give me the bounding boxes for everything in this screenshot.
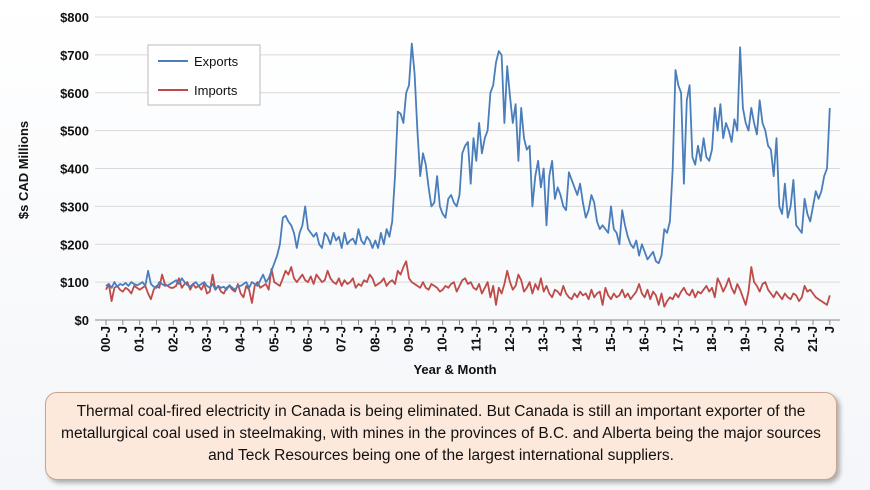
x-tick-label: 14-J — [569, 326, 584, 352]
x-tick-label: J — [418, 326, 433, 333]
y-tick-label: $100 — [60, 275, 89, 290]
x-tick-label: J — [620, 326, 635, 333]
x-tick-label: J — [586, 326, 601, 333]
x-tick-label: 19-J — [738, 326, 753, 352]
x-tick-label: 17-J — [670, 326, 685, 352]
x-tick-label: J — [553, 326, 568, 333]
y-tick-label: $500 — [60, 124, 89, 139]
y-tick-label: $700 — [60, 48, 89, 63]
chart: $s CAD Millions Year & Month $0 $100 $200 $… — [16, 10, 840, 377]
x-tick-label: 01-J — [132, 326, 147, 352]
x-tick-label: 00-J — [98, 326, 113, 352]
x-tick-label: 03-J — [199, 326, 214, 352]
x-tick-label: 11-J — [468, 326, 483, 351]
x-tick-label: J — [822, 326, 837, 333]
y-tick-label: $400 — [60, 162, 89, 177]
x-tick-label: J — [182, 326, 197, 333]
y-tick-label: $200 — [60, 237, 89, 252]
x-tick-label: 12-J — [502, 326, 517, 352]
x-tick-label: 16-J — [637, 326, 652, 352]
x-tick-label: 15-J — [603, 326, 618, 352]
x-tick-label: 18-J — [704, 326, 719, 352]
x-tick-label: J — [250, 326, 265, 333]
x-tick-label: 05-J — [266, 326, 281, 352]
legend-box — [147, 44, 261, 106]
x-tick-label: 10-J — [435, 326, 450, 352]
x-tick-label: 04-J — [233, 326, 248, 352]
x-tick-label: J — [351, 326, 366, 333]
x-tick-label: J — [721, 326, 736, 333]
x-tick-label: 09-J — [401, 326, 416, 352]
x-tick-label: 07-J — [334, 326, 349, 352]
line-series — [105, 260, 831, 308]
caption: Thermal coal-fired electricity in Canada… — [45, 392, 837, 480]
x-tick-label: 02-J — [165, 326, 180, 352]
x-tick-label: 06-J — [300, 326, 315, 352]
x-tick-label: J — [654, 326, 669, 333]
legend-label: Imports — [194, 83, 238, 98]
y-tick-label: $300 — [60, 199, 89, 214]
x-tick-label: J — [283, 326, 298, 333]
x-tick-label: J — [115, 326, 130, 333]
legend-label: Exports — [194, 54, 239, 69]
line-series — [105, 42, 831, 291]
x-tick-label: J — [687, 326, 702, 333]
x-tick-label: 13-J — [536, 326, 551, 352]
x-tick-label: J — [452, 326, 467, 333]
x-tick-label: 20-J — [771, 326, 786, 352]
y-axis-title: $s CAD Millions — [16, 121, 31, 219]
x-tick-label: J — [788, 326, 803, 333]
x-tick-label: J — [755, 326, 770, 333]
y-tick-label: $800 — [60, 10, 89, 25]
x-tick-label: 21-J — [805, 326, 820, 352]
x-tick-label: J — [216, 326, 231, 333]
x-tick-label: J — [485, 326, 500, 333]
x-tick-label: J — [149, 326, 164, 333]
x-tick-label: J — [384, 326, 399, 333]
x-axis-title: Year & Month — [413, 362, 496, 377]
x-tick-label: J — [519, 326, 534, 333]
y-tick-label: $0 — [75, 313, 89, 328]
x-tick-label: 08-J — [367, 326, 382, 352]
x-tick-label: J — [317, 326, 332, 333]
y-tick-label: $600 — [60, 86, 89, 101]
